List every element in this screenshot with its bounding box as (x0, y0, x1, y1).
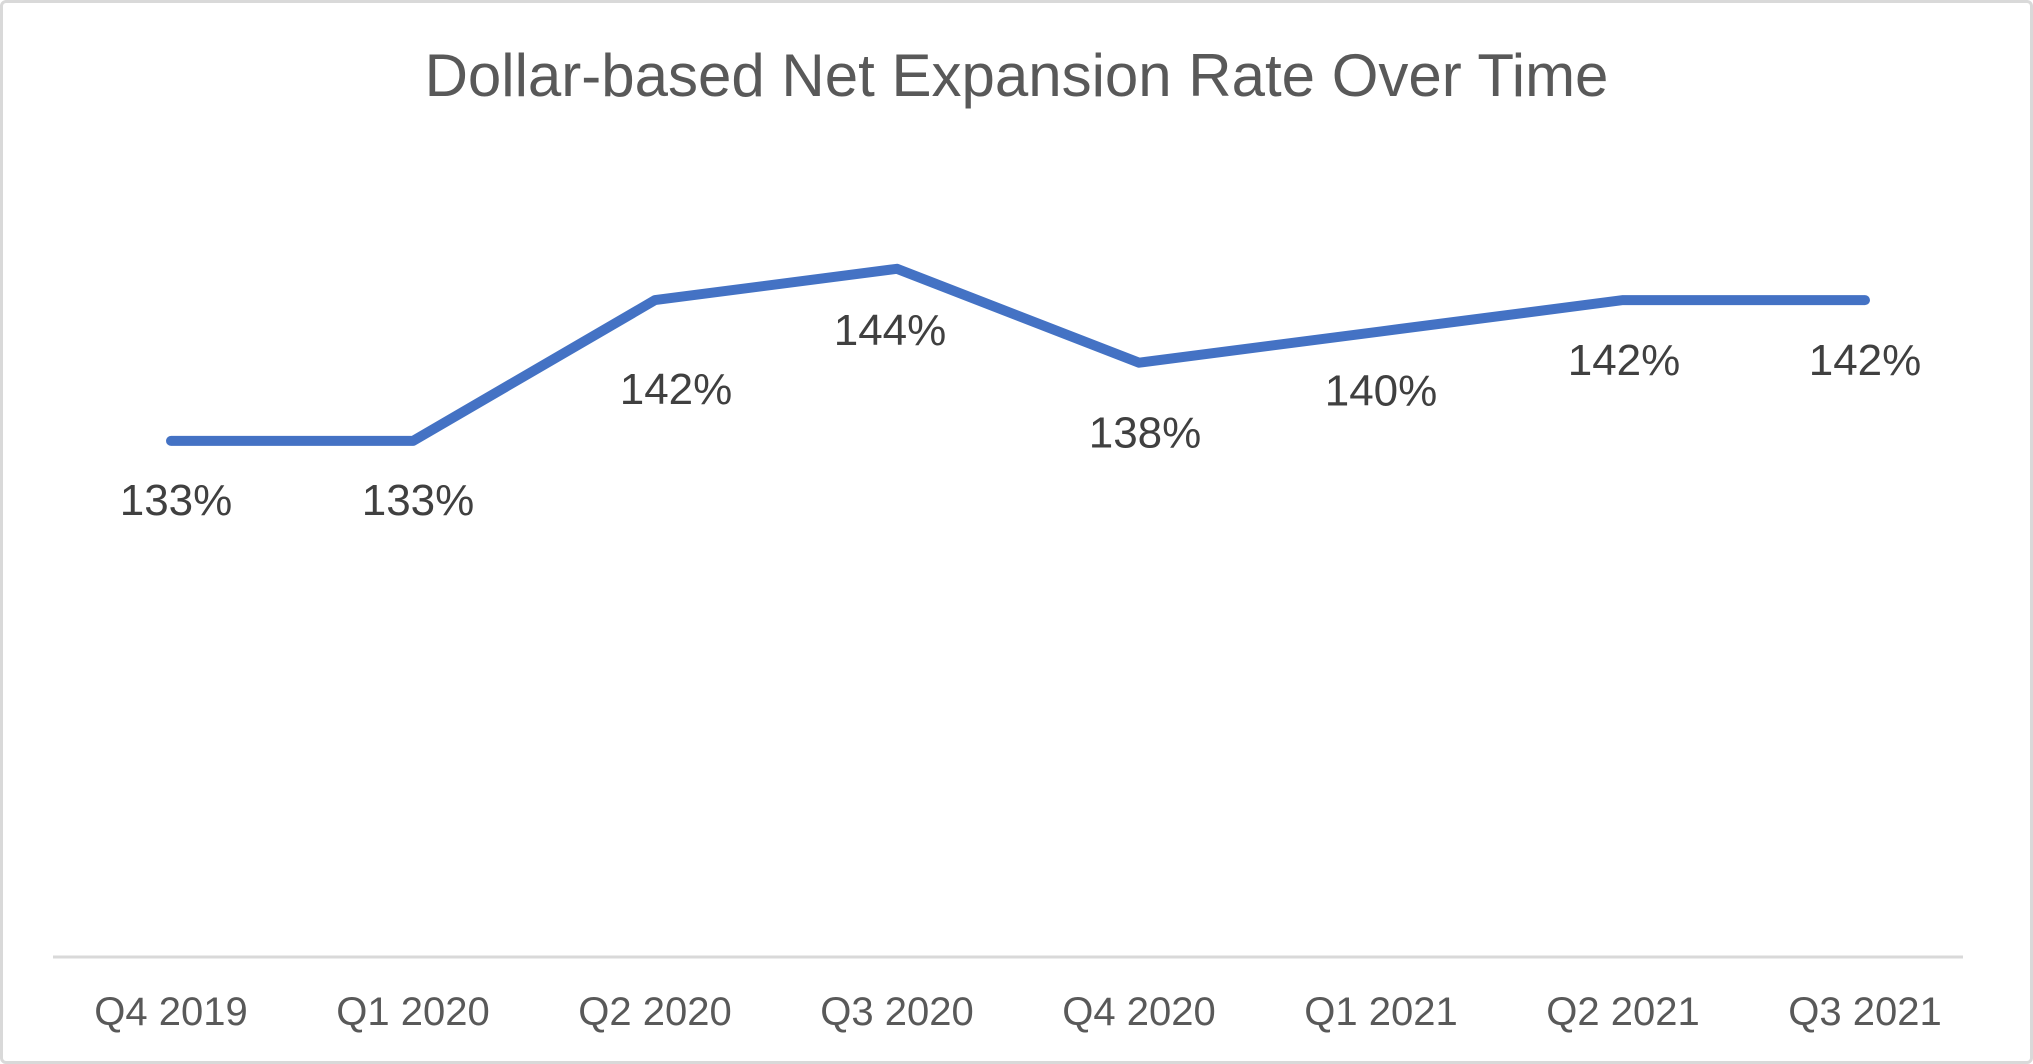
data-label: 142% (1568, 336, 1681, 385)
x-axis-label: Q3 2020 (820, 990, 973, 1034)
data-label: 142% (620, 365, 733, 414)
data-label: 133% (362, 476, 475, 525)
chart-title: Dollar-based Net Expansion Rate Over Tim… (424, 42, 1609, 109)
x-axis-label: Q4 2020 (1062, 990, 1215, 1034)
data-label: 133% (120, 476, 233, 525)
x-axis-label: Q1 2021 (1304, 990, 1457, 1034)
x-axis-label: Q3 2021 (1788, 990, 1941, 1034)
x-axis-label: Q4 2019 (94, 990, 247, 1034)
x-axis-label: Q2 2020 (578, 990, 731, 1034)
x-axis-label: Q1 2020 (336, 990, 489, 1034)
data-labels-group: 133% 133% 142% 144% 138% 140% 142% 142% (120, 306, 1922, 525)
series-line (166, 263, 1870, 446)
x-axis-labels-group: Q4 2019 Q1 2020 Q2 2020 Q3 2020 Q4 2020 Q1 20… (94, 990, 1941, 1034)
data-label: 140% (1325, 366, 1438, 415)
plot-area: 133% 133% 142% 144% 138% 140% 142% 142% Q4 2019… (53, 263, 1963, 1034)
data-label: 144% (834, 306, 947, 355)
data-label: 138% (1089, 409, 1202, 458)
x-axis-label: Q2 2021 (1546, 990, 1699, 1034)
data-label: 142% (1809, 336, 1922, 385)
